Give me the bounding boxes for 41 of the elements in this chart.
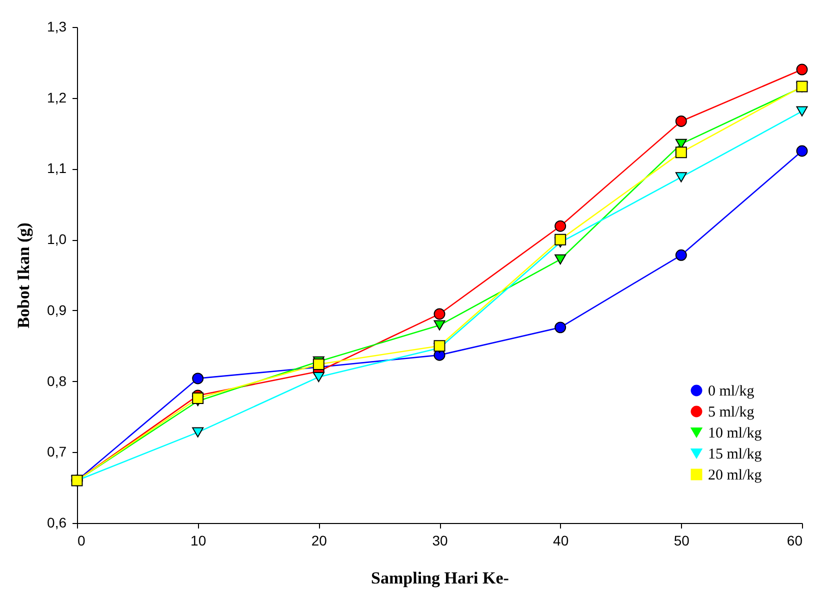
point (554, 234, 566, 246)
point (554, 322, 566, 334)
point (675, 249, 687, 261)
point (675, 172, 687, 182)
point (796, 106, 808, 116)
point (554, 254, 566, 264)
x-tick-label: 10 (190, 532, 206, 548)
x-tick-label: 50 (674, 532, 690, 548)
x-tick-label: 60 (786, 532, 803, 548)
y-tick-label: 1,1 (47, 160, 67, 176)
y-tick-label: 0,9 (47, 302, 67, 318)
y-tick-label: 0,8 (47, 372, 67, 389)
point (796, 145, 808, 157)
point (796, 64, 808, 76)
y-tick-label: 0,7 (47, 444, 67, 460)
legend-label: 0 ml/kg (708, 384, 755, 400)
y-tick-label: 0,6 (47, 514, 67, 530)
x-tick-label: 0 (78, 532, 86, 548)
y-axis-title: Bobot Ikan (g) (14, 222, 34, 328)
legend-label: 15 ml/kg (708, 446, 762, 462)
legend-label: 5 ml/kg (708, 404, 755, 420)
point (434, 308, 446, 320)
x-tick-label: 20 (311, 532, 328, 548)
x-tick-label: 40 (553, 532, 569, 548)
legend-label: 20 ml/kg (708, 468, 762, 484)
x-axis-title: Sampling Hari Ke- (371, 568, 510, 588)
point (312, 358, 324, 370)
point (312, 372, 324, 382)
point (192, 372, 204, 384)
point (192, 392, 204, 404)
point (192, 427, 204, 438)
y-tick-label: 1,3 (47, 18, 67, 34)
point (554, 220, 566, 232)
legend-label: 10 ml/kg (708, 426, 762, 442)
point (434, 340, 446, 352)
point (675, 116, 687, 127)
y-tick-label: 1,2 (47, 89, 67, 106)
y-tick-label: 1,0 (47, 231, 67, 248)
x-tick-label: 30 (432, 532, 448, 548)
point (675, 146, 687, 158)
point (434, 320, 446, 330)
